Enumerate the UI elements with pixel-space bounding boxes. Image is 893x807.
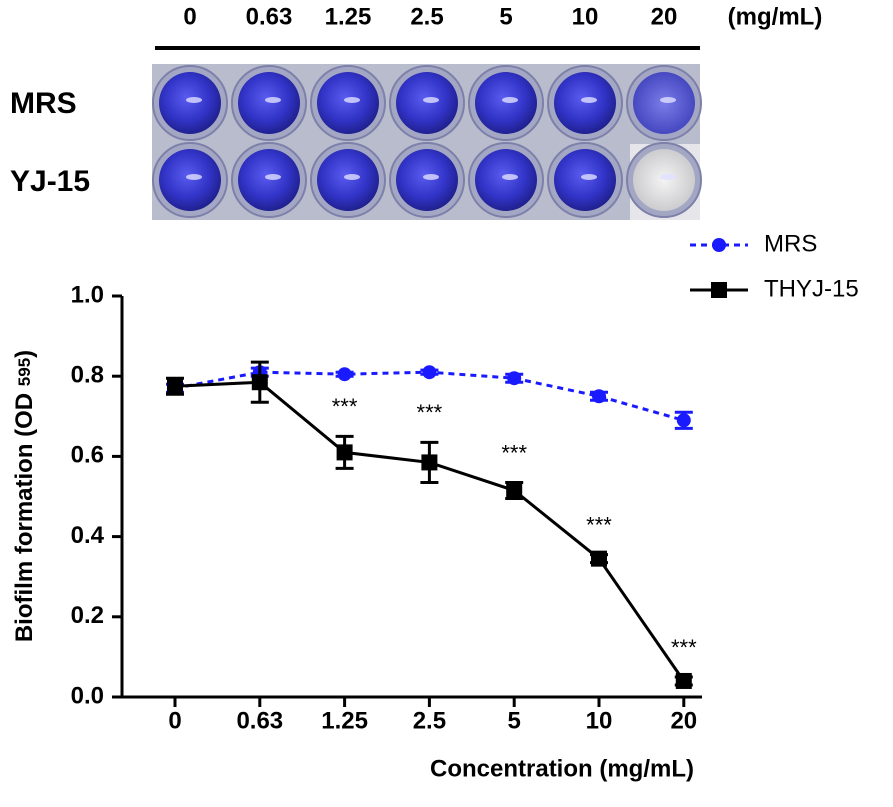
y-tick-label: 1.0 bbox=[71, 281, 104, 308]
legend-label: MRS bbox=[764, 230, 817, 257]
well-highlight bbox=[660, 97, 676, 103]
marker bbox=[422, 365, 437, 380]
well-highlight bbox=[344, 174, 360, 180]
marker bbox=[506, 482, 523, 499]
concentration-label: 0 bbox=[183, 3, 196, 30]
marker bbox=[675, 672, 692, 689]
row-label: YJ-15 bbox=[10, 165, 90, 198]
well bbox=[633, 72, 695, 134]
x-tick-label: 1.25 bbox=[321, 707, 368, 734]
y-axis-title-part: Biofilm formation (OD bbox=[11, 386, 38, 642]
well-highlight bbox=[344, 97, 360, 103]
marker bbox=[336, 444, 353, 461]
marker bbox=[421, 454, 438, 471]
well bbox=[396, 149, 458, 211]
concentration-label: 20 bbox=[651, 3, 678, 30]
well-highlight bbox=[660, 174, 676, 180]
well bbox=[633, 149, 695, 211]
x-tick-label: 10 bbox=[586, 707, 613, 734]
well bbox=[238, 149, 300, 211]
unit-label: (mg/mL) bbox=[728, 3, 823, 30]
well-highlight bbox=[502, 174, 518, 180]
y-tick-label: 0.4 bbox=[71, 522, 105, 549]
x-tick-label: 5 bbox=[508, 707, 521, 734]
well bbox=[238, 72, 300, 134]
marker bbox=[507, 371, 522, 386]
plate-photo bbox=[152, 64, 702, 220]
x-axis-title: Concentration (mg/mL) bbox=[430, 755, 694, 782]
marker bbox=[676, 413, 691, 428]
well bbox=[317, 149, 379, 211]
well-highlight bbox=[186, 174, 202, 180]
well-highlight bbox=[423, 97, 439, 103]
concentration-label: 2.5 bbox=[410, 3, 443, 30]
significance-label: *** bbox=[501, 440, 527, 465]
y-axis-title-part: ) bbox=[11, 350, 38, 358]
well bbox=[396, 72, 458, 134]
legend-marker bbox=[712, 238, 726, 252]
well bbox=[475, 72, 537, 134]
y-axis-title: Biofilm formation (OD 595) bbox=[11, 350, 38, 642]
well-highlight bbox=[186, 97, 202, 103]
marker bbox=[591, 550, 607, 567]
concentration-label: 5 bbox=[499, 3, 512, 30]
marker bbox=[251, 374, 268, 391]
y-tick-label: 0.8 bbox=[71, 362, 104, 389]
y-axis-title-sub: 595 bbox=[15, 358, 34, 386]
legend-marker bbox=[711, 282, 727, 298]
x-tick-label: 0 bbox=[168, 707, 181, 734]
well bbox=[475, 149, 537, 211]
x-tick-label: 2.5 bbox=[413, 707, 446, 734]
well-highlight bbox=[581, 174, 597, 180]
well bbox=[317, 72, 379, 134]
well-highlight bbox=[265, 97, 281, 103]
y-tick-label: 0.0 bbox=[71, 682, 104, 709]
well bbox=[159, 149, 221, 211]
marker bbox=[167, 378, 183, 395]
marker bbox=[592, 389, 606, 404]
legend-label: THYJ-15 bbox=[764, 275, 859, 302]
row-label: MRS bbox=[10, 87, 77, 120]
significance-label: *** bbox=[586, 512, 612, 537]
y-tick-label: 0.6 bbox=[71, 442, 104, 469]
well-highlight bbox=[423, 174, 439, 180]
x-tick-label: 0.63 bbox=[236, 707, 283, 734]
marker bbox=[337, 367, 352, 382]
concentration-label: 1.25 bbox=[325, 3, 372, 30]
y-tick-label: 0.2 bbox=[71, 602, 104, 629]
well-highlight bbox=[581, 97, 597, 103]
significance-label: *** bbox=[332, 394, 358, 419]
concentration-label: 10 bbox=[572, 3, 599, 30]
x-tick-label: 20 bbox=[670, 707, 697, 734]
well-highlight bbox=[502, 97, 518, 103]
well bbox=[554, 149, 616, 211]
significance-label: *** bbox=[671, 635, 697, 660]
significance-label: *** bbox=[417, 400, 443, 425]
well bbox=[159, 72, 221, 134]
concentration-label: 0.63 bbox=[246, 3, 293, 30]
well bbox=[554, 72, 616, 134]
well-highlight bbox=[265, 174, 281, 180]
